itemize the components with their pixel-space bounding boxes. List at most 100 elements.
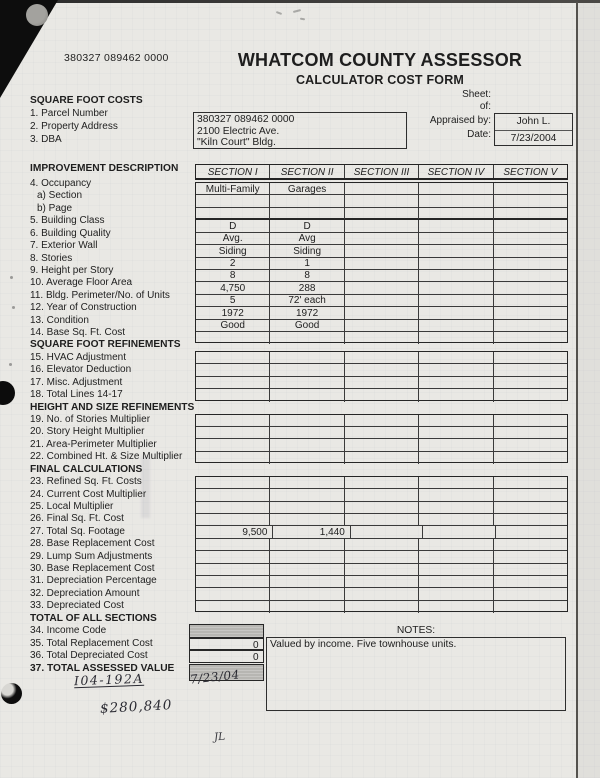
table-cell: [196, 476, 271, 489]
of-label: of:: [479, 101, 491, 112]
row-label: 11. Bldg. Perimeter/No. of Units: [30, 289, 170, 301]
table-cell: [494, 502, 567, 513]
table-cell: [351, 526, 424, 538]
table-cell: [345, 282, 420, 294]
table-row: Avg. Avg: [196, 232, 567, 246]
table-cell: [419, 451, 494, 465]
row-label: b) Page: [37, 202, 73, 214]
table-cell: D: [270, 220, 345, 232]
table-cell: 9,500: [196, 526, 274, 538]
row-label: IMPROVEMENT DESCRIPTION: [30, 163, 179, 174]
table-cell: [494, 539, 567, 550]
table-cell: [270, 476, 345, 489]
row-label: 13. Condition: [30, 314, 89, 326]
table-cell: [419, 489, 494, 501]
table-cell: [419, 195, 494, 207]
table-cell: [270, 538, 345, 551]
table-cell: Siding: [270, 245, 345, 257]
table-cell: [196, 331, 271, 345]
table-row: [196, 538, 567, 552]
row-label: 15. HVAC Adjustment: [30, 351, 126, 363]
table-cell: [494, 183, 567, 194]
table-cell: [494, 489, 567, 500]
table-cell: 288: [270, 282, 345, 294]
table-cell: [419, 319, 494, 331]
table-cell: D: [196, 220, 271, 232]
table-cell: Good: [270, 319, 345, 331]
row-label: 12. Year of Construction: [30, 302, 137, 314]
table-cell: [419, 426, 494, 439]
table-cell: [345, 195, 420, 207]
table-cell: [345, 294, 420, 307]
table-cell: [494, 320, 567, 331]
pencil-speck: [299, 17, 306, 21]
table-cell: [196, 513, 271, 526]
row-label: SQUARE FOOT COSTS: [30, 95, 143, 106]
date-label: Date:: [467, 129, 491, 140]
row-label: 28. Base Replacement Cost: [30, 538, 155, 550]
row-label: 36. Total Depreciated Cost: [30, 649, 148, 661]
margin-speck: [12, 306, 15, 309]
section-header-cell: SECTION II: [270, 165, 345, 178]
row-label: 20. Story Height Multiplier: [30, 426, 145, 438]
row-label: 34. Income Code: [30, 625, 107, 637]
table-cell: [419, 282, 494, 294]
table-cell: [345, 489, 420, 501]
scan-top-edge: [0, 0, 600, 3]
table-cell: [196, 195, 271, 207]
table-cell: [345, 352, 420, 364]
table-cell: [494, 245, 567, 256]
table-cell: [345, 588, 420, 600]
table-cell: [494, 307, 567, 318]
property-parcel-number: 380327 089462 0000: [197, 114, 295, 125]
table-cell: [196, 538, 271, 551]
table-cell: [196, 207, 271, 221]
table-cell: [345, 538, 420, 551]
table-cell: [419, 563, 494, 575]
table-cell: [494, 389, 567, 401]
row-label: 6. Building Quality: [30, 227, 111, 239]
table-cell: 1,440: [273, 526, 351, 538]
table-group-occupancy: Multi-Family Garages: [195, 182, 568, 221]
table-cell: [270, 207, 345, 221]
table-cell: [345, 220, 420, 232]
table-cell: [345, 376, 420, 389]
table-cell: Garages: [270, 183, 345, 195]
row-label: a) Section: [37, 190, 83, 202]
table-cell: [494, 564, 567, 575]
table-cell: [419, 269, 494, 282]
table-group-height-size-refinements: [195, 413, 568, 465]
appraiser-name: John L.: [516, 116, 551, 127]
table-cell: [345, 414, 420, 426]
table-cell: [494, 295, 567, 306]
table-cell: [196, 600, 271, 614]
total-assessed-value-cell: [189, 664, 264, 681]
table-cell: [345, 207, 420, 221]
table-cell: [196, 364, 271, 376]
parcel-number-header: 380327 089462 0000: [64, 52, 169, 64]
table-cell: [419, 376, 494, 389]
table-group-square-foot-refinements: [195, 351, 568, 402]
table-cell: [419, 220, 494, 232]
table-row: [196, 513, 567, 527]
table-cell: [196, 352, 271, 364]
table-cell: [345, 426, 420, 439]
table-cell: [270, 426, 345, 439]
table-cell: [419, 364, 494, 376]
table-cell: Siding: [196, 245, 271, 257]
table-cell: [345, 307, 420, 319]
row-label: 24. Current Cost Multiplier: [30, 488, 147, 500]
table-cell: [270, 489, 345, 501]
table-cell: [419, 439, 494, 451]
table-cell: [270, 588, 345, 600]
table-row: [196, 426, 567, 440]
table-row: [196, 195, 567, 208]
table-cell: Good: [196, 319, 271, 331]
row-label: 4. Occupancy: [30, 178, 92, 189]
table-row: [196, 476, 567, 490]
table-row: 9,500 1,440: [196, 526, 567, 539]
table-cell: [196, 389, 271, 402]
table-cell: [494, 377, 567, 388]
table-cell: [419, 513, 494, 526]
